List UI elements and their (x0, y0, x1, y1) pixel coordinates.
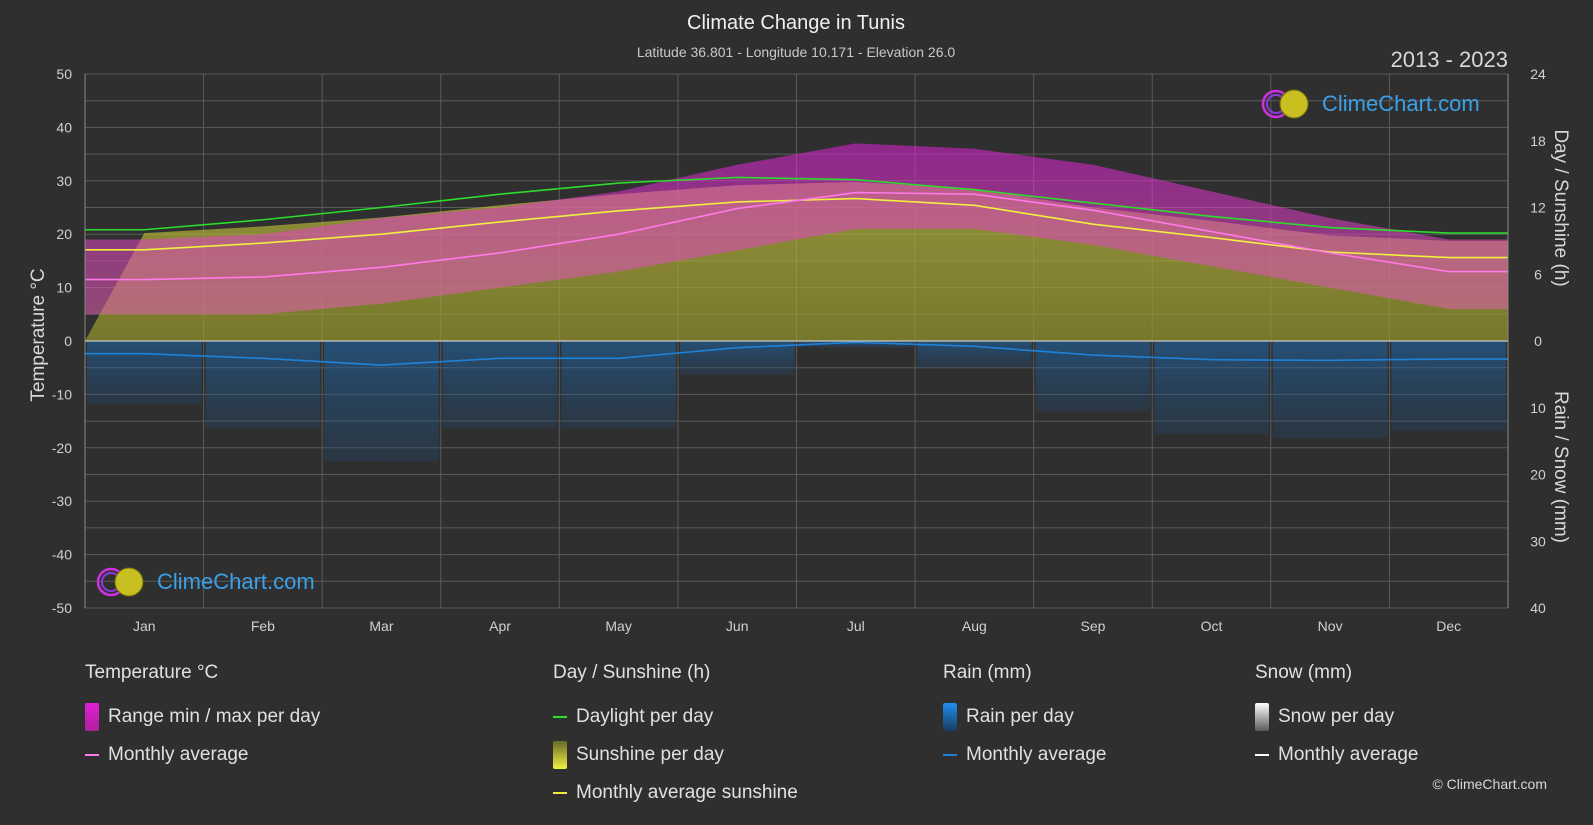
y-right-bottom-label: Rain / Snow (mm) (1550, 391, 1571, 543)
chart-title: Climate Change in Tunis (687, 12, 905, 34)
y-left-tick: 10 (56, 280, 72, 296)
x-tick-sep: Sep (1080, 618, 1105, 634)
legend-item: Monthly average (85, 736, 320, 774)
logo-bottom: ClimeChart.com (95, 566, 315, 598)
legend-item: Snow per day (1255, 698, 1418, 736)
y-right-bottom-tick: 20 (1530, 467, 1546, 483)
temp-avg-line (85, 191, 1508, 281)
rain-bar (324, 341, 439, 462)
swatch-snow (1255, 703, 1269, 731)
y-left-tick: -30 (52, 493, 72, 509)
legend-item: Sunshine per day (553, 736, 798, 774)
y-right-bottom-tick: 10 (1530, 400, 1546, 416)
x-tick-jul: Jul (847, 618, 865, 634)
logo-top: ClimeChart.com (1260, 88, 1480, 120)
legend-rain: Rain (mm) Rain per day Monthly average (943, 662, 1106, 774)
swatch-temp-range (85, 703, 99, 731)
y-right-top-tick: 0 (1534, 333, 1542, 349)
y-right-top-tick: 18 (1530, 133, 1546, 149)
y-right-top-label: Day / Sunshine (h) (1550, 129, 1571, 286)
logo-text: ClimeChart.com (1322, 91, 1480, 116)
legend-snow: Snow (mm) Snow per day Monthly average (1255, 662, 1418, 774)
y-right-top-tick: 12 (1530, 200, 1546, 216)
swatch-sunshine (553, 741, 567, 769)
y-left-tick: 50 (56, 66, 72, 82)
y-left-tick: 30 (56, 173, 72, 189)
legend-item: Monthly average (1255, 736, 1418, 774)
y-right-bottom-tick: 40 (1530, 600, 1546, 616)
rain-bar (798, 341, 914, 348)
x-tick-oct: Oct (1201, 618, 1223, 634)
y-left-tick: -40 (52, 547, 72, 563)
x-tick-apr: Apr (489, 618, 511, 634)
year-range: 2013 - 2023 (1391, 47, 1508, 72)
temperature-range-band (85, 143, 1508, 315)
climechart-logo-icon (96, 567, 144, 597)
legend-item: Rain per day (943, 698, 1106, 736)
y-right-bottom-tick: 30 (1530, 533, 1546, 549)
legend-temperature: Temperature °C Range min / max per day M… (85, 662, 320, 774)
legend-item: Daylight per day (553, 698, 798, 736)
x-tick-jan: Jan (133, 618, 156, 634)
rain-bar (1154, 341, 1269, 435)
y-left-tick: -20 (52, 440, 72, 456)
temperature-range-area (85, 143, 1508, 315)
rain-avg-line (85, 341, 1508, 366)
climechart-logo-icon (1261, 89, 1309, 119)
x-tick-jun: Jun (726, 618, 749, 634)
copyright: © ClimeChart.com (1432, 776, 1547, 792)
legend-item: Range min / max per day (85, 698, 320, 736)
climate-chart: Climate Change in Tunis Latitude 36.801 … (28, 12, 1571, 634)
y-left-tick: -10 (52, 386, 72, 402)
y-left-tick: 20 (56, 226, 72, 242)
legend-title: Rain (mm) (943, 662, 1032, 683)
rain-bar (1391, 341, 1506, 432)
rain-bar (205, 341, 321, 428)
swatch-rain-avg (943, 754, 957, 756)
swatch-daylight (553, 716, 567, 718)
legend-item: Monthly average (943, 736, 1106, 774)
y-left-label: Temperature °C (28, 268, 49, 401)
swatch-snow-avg (1255, 754, 1269, 756)
y-right-top-tick: 6 (1534, 266, 1542, 282)
x-tick-may: May (605, 618, 631, 634)
daylight-line (85, 176, 1508, 234)
axes: 50 40 30 20 10 0 -10 -20 -30 -40 -50 24 18 12 6 0 10 20 30… (52, 66, 1546, 634)
rain-bar (1272, 341, 1388, 438)
rain-bar (87, 341, 202, 405)
swatch-temp-avg (85, 754, 99, 756)
y-left-tick: 40 (56, 119, 72, 135)
legend-title: Snow (mm) (1255, 662, 1353, 683)
legend-title: Temperature °C (85, 662, 219, 683)
swatch-rain (943, 703, 957, 731)
legend-title: Day / Sunshine (h) (553, 662, 711, 683)
y-left-tick: 0 (64, 333, 72, 349)
y-right-top-tick: 24 (1530, 66, 1546, 82)
logo-text: ClimeChart.com (157, 569, 315, 594)
x-tick-dec: Dec (1436, 618, 1461, 634)
y-left-tick: -50 (52, 600, 72, 616)
x-tick-mar: Mar (369, 618, 393, 634)
legend-sunshine: Day / Sunshine (h) Daylight per day Suns… (553, 662, 798, 812)
legend-item: Monthly average sunshine (553, 774, 798, 812)
x-tick-feb: Feb (251, 618, 275, 634)
swatch-sunshine-avg (553, 792, 567, 794)
x-tick-aug: Aug (962, 618, 987, 634)
x-tick-nov: Nov (1318, 618, 1343, 634)
rain-bar (442, 341, 558, 428)
chart-subtitle: Latitude 36.801 - Longitude 10.171 - Ele… (637, 44, 956, 60)
